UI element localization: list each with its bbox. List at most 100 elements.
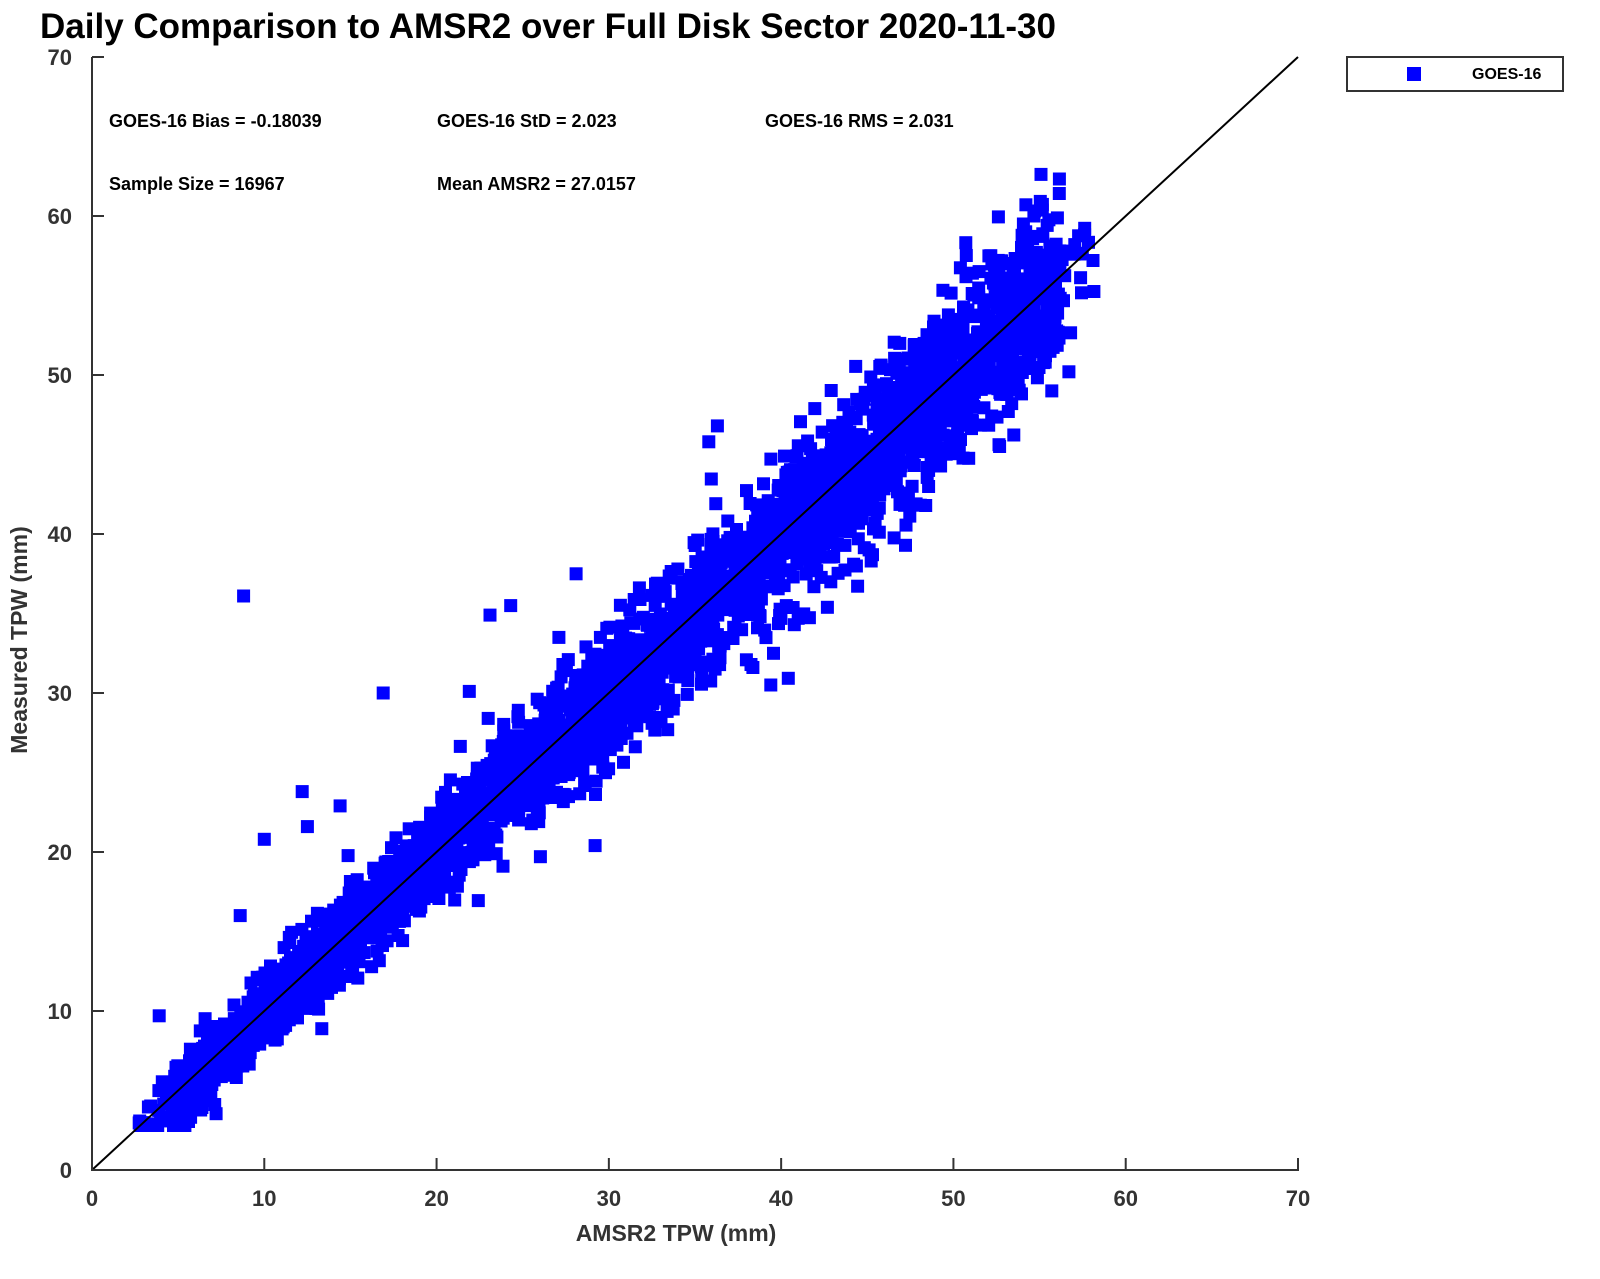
- data-point: [589, 774, 603, 788]
- stat-sample-size: Sample Size = 16967: [109, 174, 285, 194]
- data-point: [132, 1116, 146, 1130]
- data-point: [613, 598, 627, 612]
- data-point: [599, 690, 613, 704]
- data-point: [588, 722, 602, 736]
- data-point: [163, 1111, 176, 1124]
- data-point: [902, 379, 916, 393]
- data-point: [661, 723, 675, 737]
- data-point: [549, 746, 563, 760]
- data-point: [736, 588, 749, 602]
- data-point: [442, 878, 456, 892]
- data-point: [991, 210, 1005, 224]
- data-point: [277, 941, 291, 955]
- y-tick-label: 60: [48, 204, 72, 229]
- data-point: [483, 608, 497, 622]
- data-point: [700, 634, 714, 648]
- data-point: [851, 532, 865, 546]
- data-point: [959, 236, 973, 250]
- data-point: [633, 709, 647, 722]
- data-point: [836, 415, 850, 429]
- data-point: [436, 828, 450, 842]
- data-point: [695, 677, 708, 691]
- data-point: [1046, 313, 1060, 327]
- data-point: [779, 468, 793, 482]
- data-point: [782, 479, 796, 493]
- data-point: [435, 790, 449, 804]
- data-point: [649, 653, 663, 667]
- data-point: [801, 471, 814, 485]
- data-point: [365, 960, 379, 974]
- data-point: [1043, 344, 1057, 358]
- data-point: [353, 918, 367, 932]
- data-point: [488, 808, 502, 822]
- x-tick-label: 50: [941, 1186, 965, 1211]
- data-point: [559, 745, 573, 759]
- data-point: [792, 507, 806, 521]
- data-point: [823, 470, 837, 483]
- data-point: [924, 330, 938, 344]
- data-point: [490, 757, 504, 771]
- data-point: [648, 668, 662, 682]
- data-point: [310, 906, 324, 920]
- data-point: [817, 511, 831, 525]
- data-point: [872, 501, 886, 515]
- data-point: [396, 934, 410, 948]
- data-point: [558, 788, 572, 802]
- data-point: [888, 351, 902, 365]
- y-tick-label: 70: [48, 45, 72, 70]
- data-point: [208, 1098, 222, 1111]
- y-tick-label: 50: [48, 363, 72, 388]
- data-point: [585, 668, 599, 682]
- data-point: [787, 618, 801, 632]
- data-point: [874, 358, 888, 372]
- data-point: [1036, 250, 1050, 264]
- data-point: [851, 440, 865, 454]
- data-point: [967, 400, 981, 413]
- data-point: [710, 419, 724, 433]
- data-point: [1034, 167, 1048, 181]
- data-point: [571, 676, 585, 690]
- data-point: [192, 1053, 205, 1067]
- data-point: [432, 892, 446, 905]
- data-point: [771, 582, 785, 596]
- x-tick-label: 30: [597, 1186, 621, 1211]
- data-point: [584, 748, 598, 762]
- data-point: [1045, 384, 1059, 398]
- data-point: [332, 978, 346, 992]
- data-point: [396, 894, 409, 908]
- data-point: [1029, 288, 1043, 302]
- data-point: [802, 611, 816, 625]
- data-point: [235, 1048, 249, 1062]
- data-point: [811, 479, 825, 493]
- data-point: [443, 773, 457, 787]
- data-point: [341, 849, 355, 863]
- data-point: [214, 1051, 228, 1065]
- data-point: [985, 257, 999, 271]
- data-point: [554, 670, 568, 684]
- data-point: [676, 575, 689, 589]
- data-point: [890, 381, 904, 395]
- data-point: [772, 617, 785, 631]
- data-point: [452, 868, 466, 882]
- data-point: [410, 878, 424, 892]
- data-point: [333, 799, 347, 813]
- data-point: [772, 531, 786, 545]
- data-point: [903, 418, 916, 432]
- data-point: [991, 382, 1005, 396]
- data-point: [993, 440, 1007, 453]
- stat-rms: GOES-16 RMS = 2.031: [765, 111, 954, 131]
- data-point: [831, 566, 845, 580]
- data-point: [837, 398, 851, 412]
- data-point: [322, 948, 336, 961]
- data-point: [1017, 360, 1031, 374]
- y-tick-label: 40: [48, 522, 72, 547]
- data-point: [296, 955, 310, 969]
- data-point: [250, 998, 264, 1012]
- data-point: [295, 785, 309, 799]
- data-point: [182, 1065, 196, 1079]
- data-point: [632, 687, 646, 701]
- data-point: [924, 424, 938, 438]
- data-point: [611, 688, 625, 702]
- data-point: [547, 791, 561, 804]
- x-tick-label: 0: [86, 1186, 98, 1211]
